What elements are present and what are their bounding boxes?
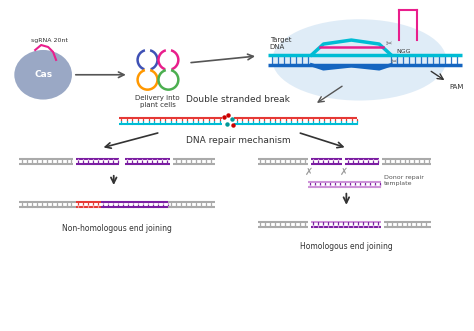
Ellipse shape <box>14 50 72 100</box>
Text: NGG: NGG <box>396 49 410 55</box>
Text: Homologous end joining: Homologous end joining <box>300 242 393 251</box>
Text: Donor repair
template: Donor repair template <box>384 175 424 186</box>
Text: ✂: ✂ <box>391 57 397 67</box>
Text: Double stranded break: Double stranded break <box>186 95 290 104</box>
Text: DNA repair mechanism: DNA repair mechanism <box>186 136 290 145</box>
Text: Target
DNA: Target DNA <box>270 37 292 50</box>
Text: Non-homologous end joining: Non-homologous end joining <box>62 223 172 232</box>
Text: Delivery into
plant cells: Delivery into plant cells <box>135 95 180 108</box>
Text: ✗: ✗ <box>304 167 313 177</box>
Text: ✗: ✗ <box>340 167 348 177</box>
Ellipse shape <box>272 19 446 101</box>
Text: Cas: Cas <box>34 70 52 79</box>
Text: ✂: ✂ <box>386 38 392 48</box>
Text: sgRNA 20nt: sgRNA 20nt <box>31 38 68 43</box>
Text: PAM: PAM <box>450 84 464 90</box>
